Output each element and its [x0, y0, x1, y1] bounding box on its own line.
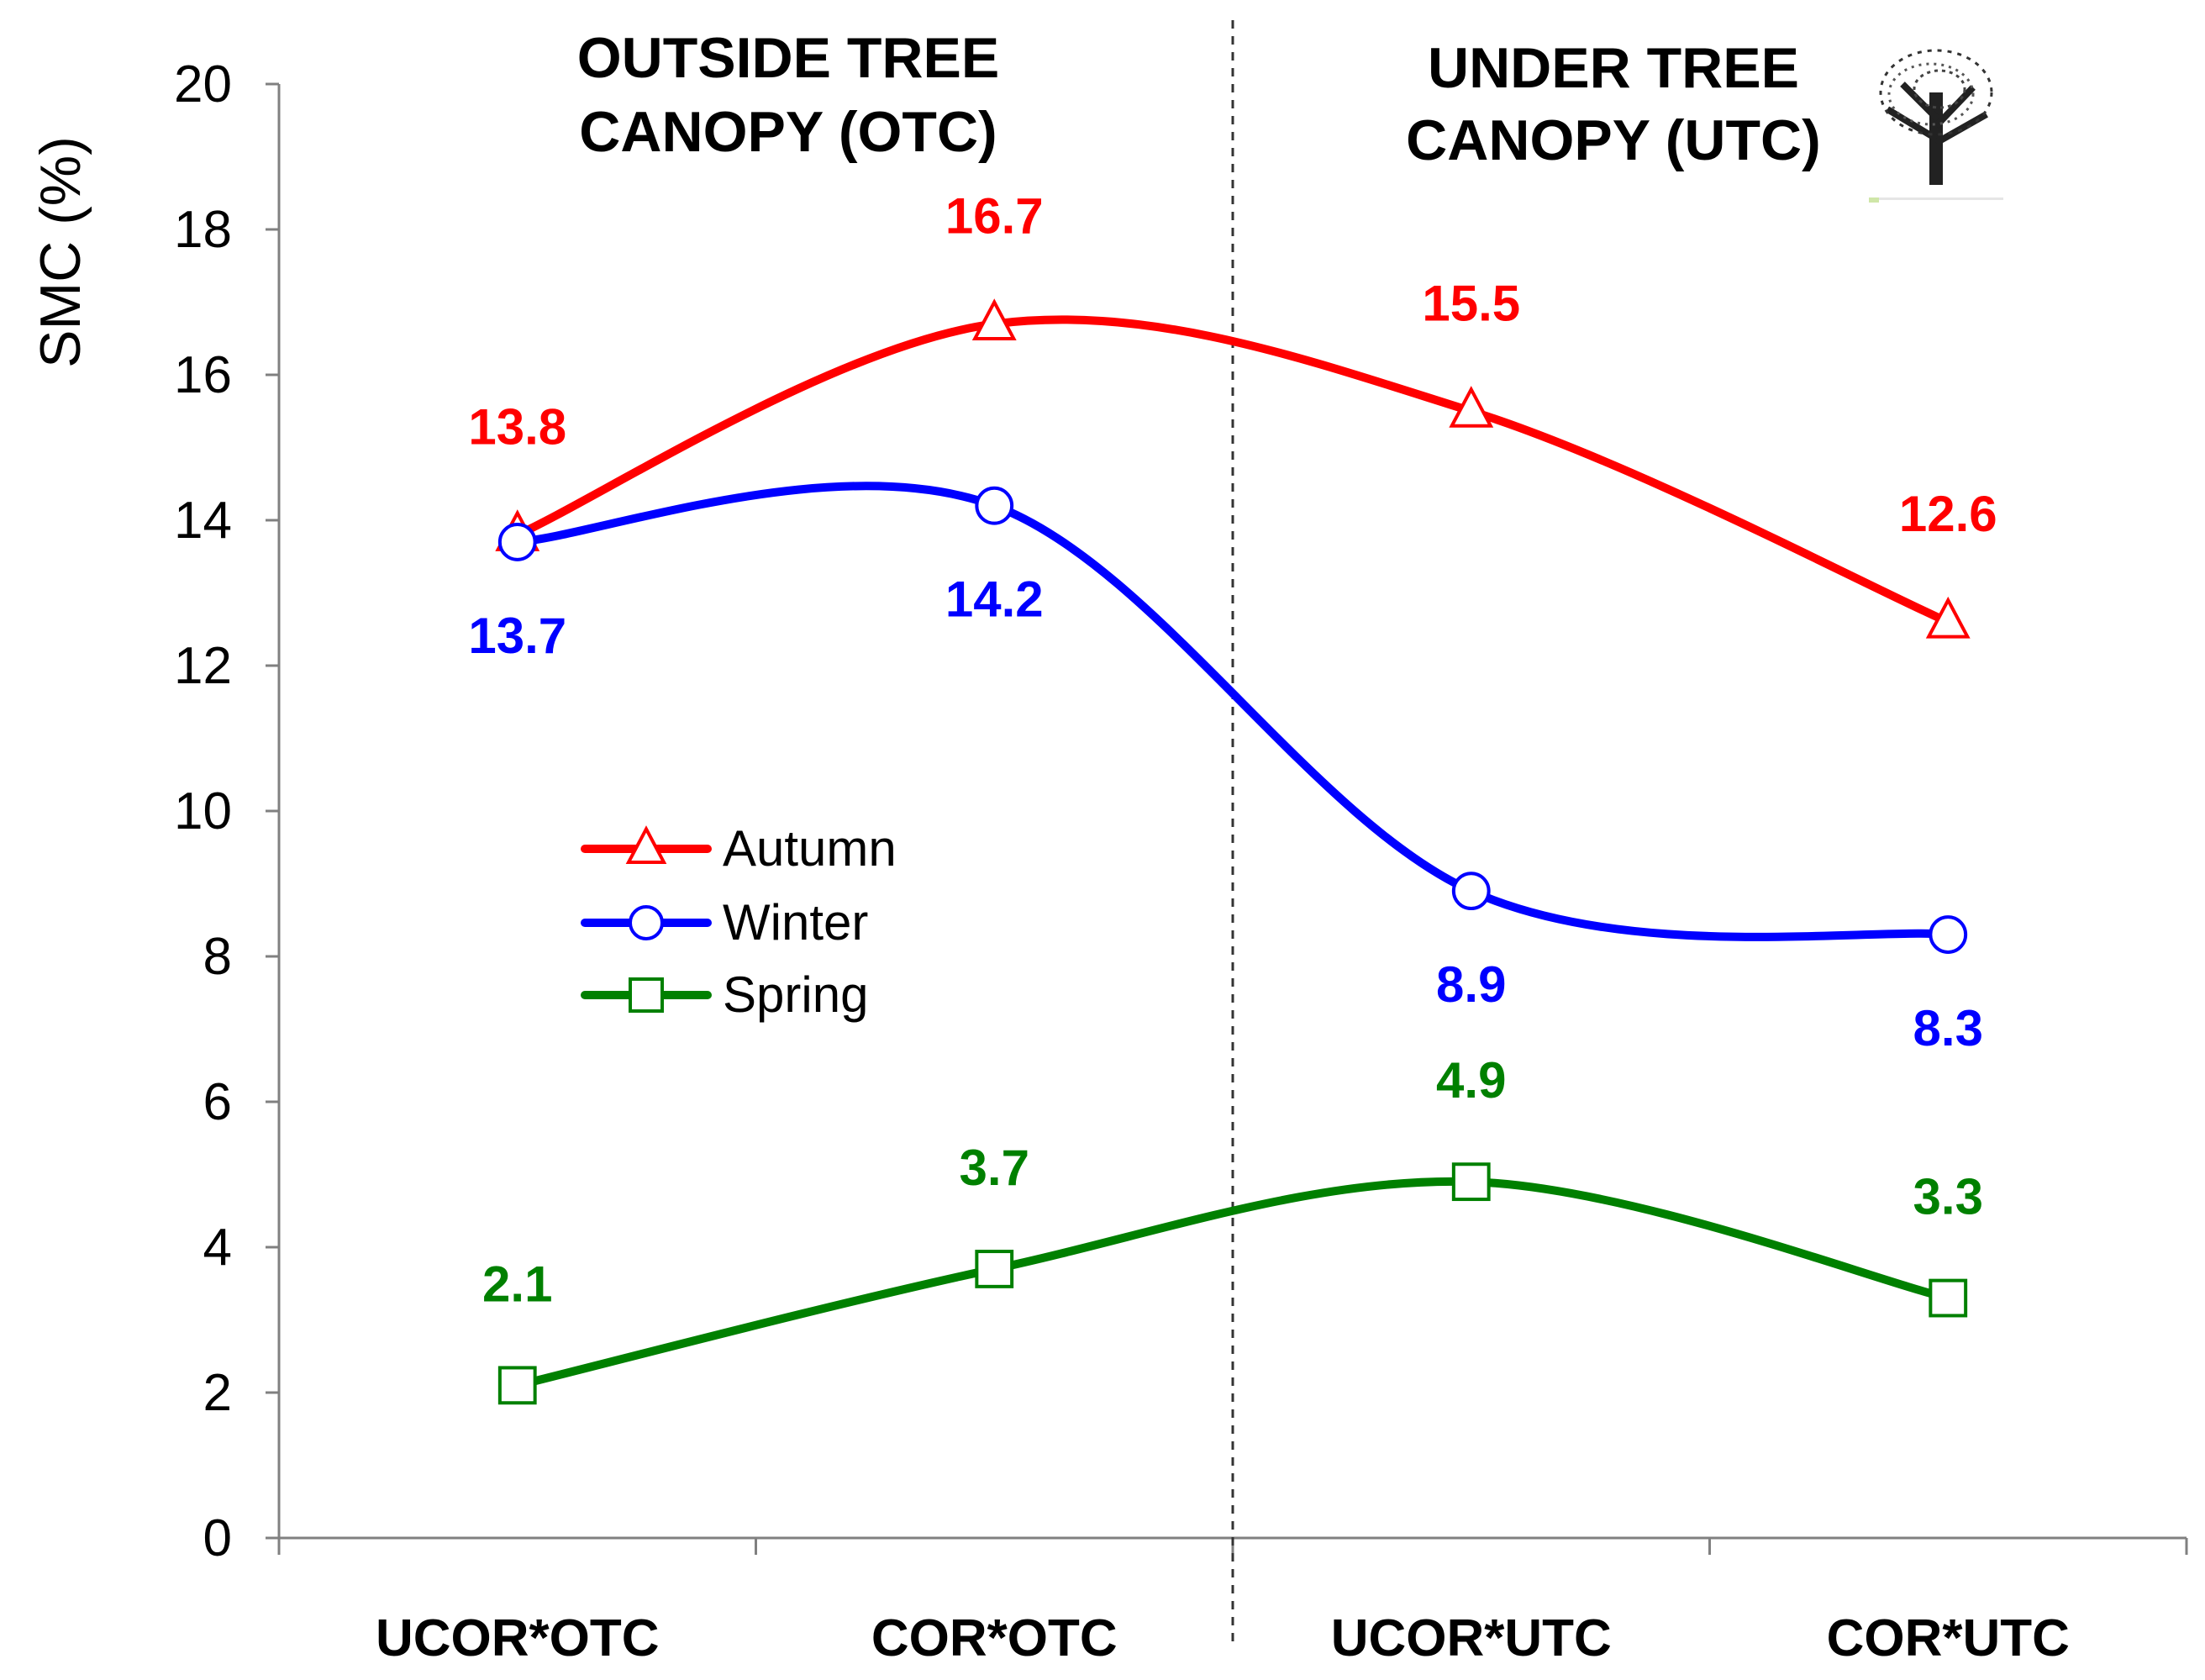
legend-label-autumn: Autumn — [723, 820, 897, 877]
y-tick-label: 4 — [203, 1219, 232, 1277]
x-tick-label: UCOR*OTC — [376, 1609, 660, 1667]
data-point-autumn — [971, 298, 1017, 341]
x-tick-label: COR*UTC — [1827, 1609, 2070, 1667]
data-label-autumn: 15.5 — [1422, 275, 1520, 331]
y-tick-label: 0 — [203, 1509, 232, 1567]
axes: 0 2 4 6 8 10 12 14 16 18 20 UCOR*OTC COR*OTC UCOR*UTC… — [29, 20, 2188, 1667]
legend-item-autumn: Autumn — [581, 820, 897, 877]
legend-marker-spring — [629, 977, 664, 1013]
legend-marker-autumn — [625, 825, 667, 864]
data-label-winter: 8.3 — [1913, 1000, 1983, 1056]
region-otc-line1: OUTSIDE TREE — [577, 26, 1000, 90]
legend: Autumn Winter Spring — [581, 820, 897, 1023]
data-point-autumn — [1449, 386, 1494, 428]
series-line-autumn — [513, 315, 1953, 627]
legend-marker-winter — [629, 905, 664, 940]
data-point-autumn — [1925, 596, 1971, 639]
data-label-spring: 2.1 — [482, 1256, 552, 1312]
data-point-winter — [975, 486, 1014, 525]
y-tick-label: 12 — [174, 637, 232, 695]
data-label-spring: 3.7 — [960, 1140, 1029, 1196]
data-point-spring — [1929, 1278, 1968, 1318]
y-tick-label: 18 — [174, 201, 232, 259]
region-otc-line2: CANOPY (OTC) — [579, 100, 997, 164]
data-label-spring: 4.9 — [1436, 1052, 1506, 1109]
region-utc-line1: UNDER TREE — [1428, 36, 1799, 100]
series-winter — [497, 482, 1968, 954]
data-point-winter — [1929, 915, 1968, 954]
data-label-winter: 8.9 — [1436, 956, 1506, 1013]
tree-icon — [1869, 49, 2003, 203]
data-point-winter — [1451, 872, 1491, 911]
data-label-autumn: 12.6 — [1899, 486, 1997, 542]
x-tick-label: UCOR*UTC — [1331, 1609, 1612, 1667]
data-labels: 13.8 16.7 15.5 12.6 13.7 14.2 8.9 8.3 2.1 3.7 4.9 3… — [468, 187, 1997, 1312]
y-tick-label: 14 — [174, 492, 232, 550]
data-point-spring — [1451, 1162, 1491, 1202]
y-tick-label: 8 — [203, 928, 232, 986]
y-tick-label: 10 — [174, 782, 232, 840]
series — [495, 298, 1971, 1405]
y-tick-label: 16 — [174, 346, 232, 404]
legend-item-winter: Winter — [581, 894, 868, 951]
data-label-spring: 3.3 — [1913, 1169, 1983, 1225]
data-label-autumn: 13.8 — [468, 398, 566, 455]
data-point-spring — [975, 1250, 1014, 1288]
y-tick-label: 6 — [203, 1073, 232, 1131]
y-axis-title: SMC (%) — [29, 136, 92, 368]
series-line-spring — [513, 1177, 1953, 1390]
legend-label-spring: Spring — [723, 966, 868, 1023]
data-label-autumn: 16.7 — [945, 187, 1044, 244]
region-labels: OUTSIDE TREE CANOPY (OTC) UNDER TREE CAN… — [577, 26, 2003, 203]
data-point-spring — [497, 1366, 537, 1405]
series-spring — [497, 1162, 1968, 1405]
region-utc-line2: CANOPY (UTC) — [1406, 108, 1821, 172]
x-tick-label: COR*OTC — [871, 1609, 1118, 1667]
y-tick-label: 20 — [174, 55, 232, 113]
y-tick-label: 2 — [203, 1364, 232, 1422]
series-line-winter — [513, 482, 1953, 941]
data-label-winter: 14.2 — [945, 571, 1044, 628]
data-label-winter: 13.7 — [468, 608, 566, 664]
legend-label-winter: Winter — [723, 894, 868, 951]
data-point-winter — [497, 523, 537, 561]
legend-item-spring: Spring — [581, 966, 868, 1023]
